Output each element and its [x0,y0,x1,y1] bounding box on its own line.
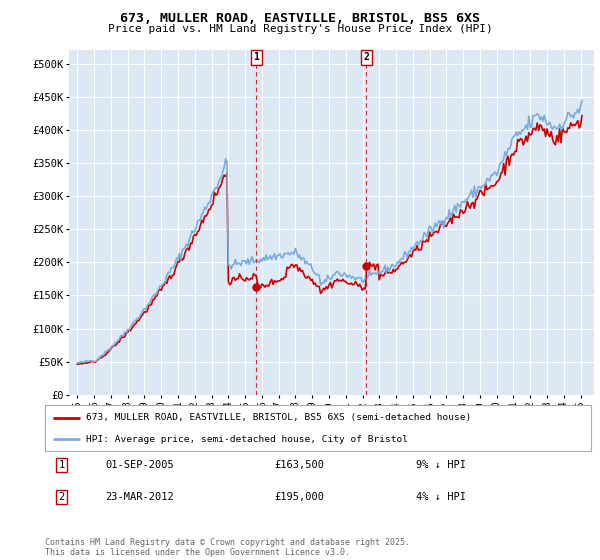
Text: Contains HM Land Registry data © Crown copyright and database right 2025.
This d: Contains HM Land Registry data © Crown c… [45,538,410,557]
Text: 2: 2 [58,492,65,502]
Text: 1: 1 [253,52,259,62]
Text: 23-MAR-2012: 23-MAR-2012 [105,492,174,502]
Text: 673, MULLER ROAD, EASTVILLE, BRISTOL, BS5 6XS: 673, MULLER ROAD, EASTVILLE, BRISTOL, BS… [120,12,480,25]
Text: 9% ↓ HPI: 9% ↓ HPI [416,460,466,470]
Text: 2: 2 [364,52,370,62]
Text: Price paid vs. HM Land Registry's House Price Index (HPI): Price paid vs. HM Land Registry's House … [107,24,493,34]
Text: £195,000: £195,000 [274,492,325,502]
Text: £163,500: £163,500 [274,460,325,470]
Text: 673, MULLER ROAD, EASTVILLE, BRISTOL, BS5 6XS (semi-detached house): 673, MULLER ROAD, EASTVILLE, BRISTOL, BS… [86,413,471,422]
Text: 4% ↓ HPI: 4% ↓ HPI [416,492,466,502]
Text: 1: 1 [58,460,65,470]
Text: HPI: Average price, semi-detached house, City of Bristol: HPI: Average price, semi-detached house,… [86,435,408,444]
Text: 01-SEP-2005: 01-SEP-2005 [105,460,174,470]
